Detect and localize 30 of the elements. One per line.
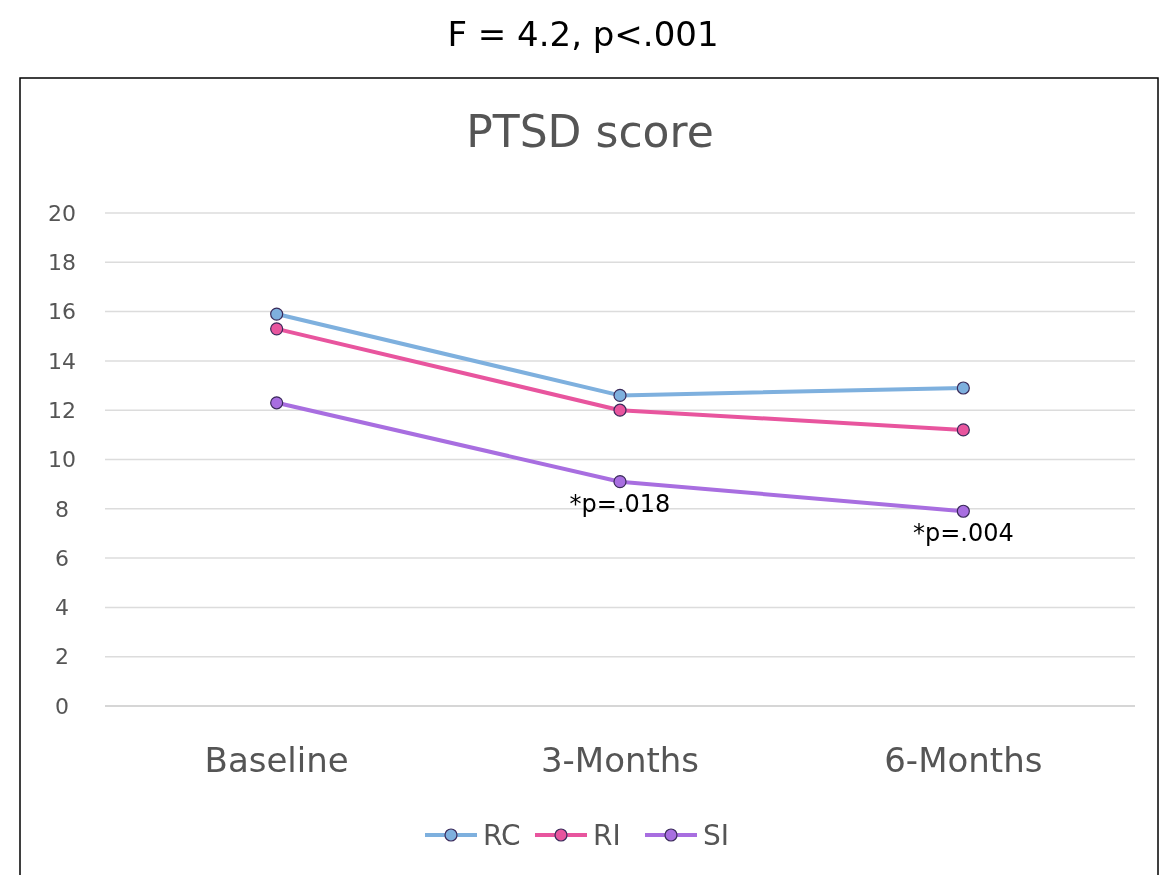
point	[613, 475, 627, 489]
annotation: *p=.004	[912, 519, 1014, 548]
y-tick-label: 8	[55, 496, 69, 522]
x-tick-label: 3-Months	[540, 740, 700, 780]
point	[270, 396, 284, 410]
y-tick-label: 12	[48, 397, 76, 423]
text: F = 4.2, p<.001	[447, 14, 719, 54]
point	[956, 504, 970, 518]
chart-title: PTSD score	[466, 106, 714, 157]
y-tick-label: 16	[48, 299, 76, 325]
point	[613, 403, 627, 417]
legend-label: RI	[593, 818, 621, 852]
y-tick-label: 4	[55, 595, 69, 621]
point	[270, 322, 284, 336]
y-tick-label: 10	[48, 447, 76, 473]
y-tick-label: 14	[48, 348, 76, 374]
y-tick-label: 6	[55, 545, 69, 571]
y-tick-label: 2	[55, 644, 69, 670]
y-tick-label: 20	[48, 200, 76, 226]
legend-label: RC	[483, 818, 521, 852]
point	[956, 423, 970, 437]
point	[956, 381, 970, 395]
annotation: *p=.018	[569, 489, 671, 518]
y-tick-label: 0	[55, 693, 69, 719]
point	[270, 307, 284, 321]
legend-label: SI	[703, 818, 730, 852]
x-tick-label: Baseline	[204, 740, 349, 780]
x-tick-label: 6-Months	[884, 740, 1043, 780]
point	[613, 388, 627, 403]
y-tick-label: 18	[48, 250, 76, 275]
